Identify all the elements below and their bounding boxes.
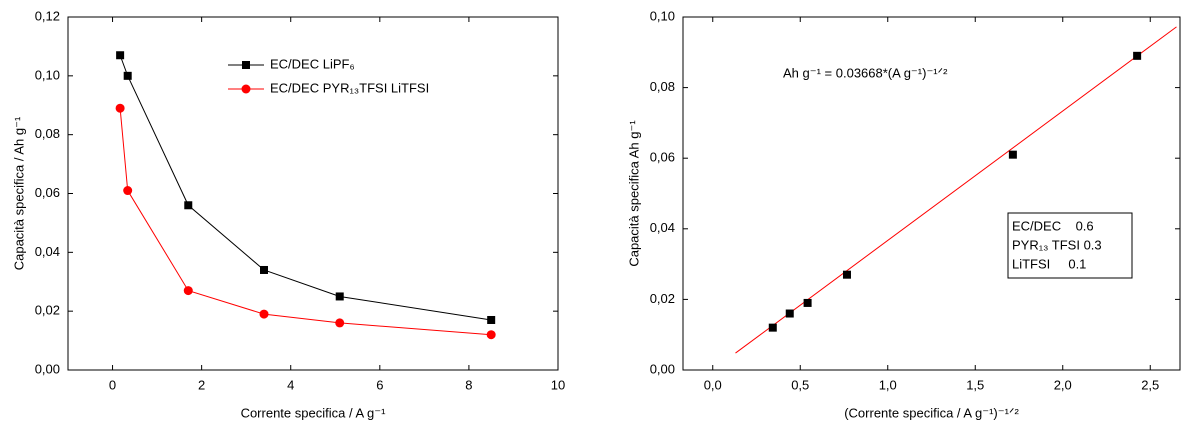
x-tick-label: 1,0 — [879, 377, 897, 392]
y-tick-label: 0,08 — [35, 126, 60, 141]
x-tick-label: 0,5 — [791, 377, 809, 392]
x-tick-label: 8 — [465, 377, 472, 392]
point — [768, 323, 777, 332]
point — [184, 201, 193, 210]
y-axis-label: Capacità specifica Ah g⁻¹ — [626, 120, 641, 267]
x-tick-label: 0 — [109, 377, 116, 392]
y-axis-label: Capacità specifica / Ah g⁻¹ — [11, 116, 26, 270]
point — [123, 71, 132, 80]
y-tick-label: 0,04 — [35, 244, 60, 259]
info-box-line: EC/DEC 0.6 — [1012, 218, 1094, 233]
x-tick-label: 2,5 — [1141, 377, 1159, 392]
point — [1008, 150, 1017, 159]
point — [486, 330, 496, 340]
point — [335, 292, 344, 301]
y-tick-label: 0,10 — [650, 8, 675, 23]
point — [260, 265, 268, 274]
point — [259, 309, 269, 319]
point — [116, 51, 125, 60]
x-tick-label: 10 — [551, 377, 565, 392]
x-tick-label: 2,0 — [1054, 377, 1072, 392]
point — [335, 318, 345, 328]
x-tick-label: 2 — [198, 377, 205, 392]
point — [115, 103, 125, 113]
x-tick-label: 0,0 — [704, 377, 722, 392]
y-tick-label: 0,12 — [35, 8, 60, 23]
y-tick-label: 0,08 — [650, 79, 675, 94]
x-tick-label: 1,5 — [966, 377, 984, 392]
point — [803, 298, 812, 307]
legend-label: EC/DEC PYR₁₃TFSI LiTFSI — [270, 80, 429, 95]
point — [487, 315, 496, 324]
point — [242, 61, 250, 69]
y-tick-label: 0,02 — [650, 291, 675, 306]
point — [123, 186, 133, 196]
series-line — [119, 108, 492, 336]
info-box — [1007, 212, 1133, 279]
y-tick-label: 0,10 — [35, 67, 60, 82]
point — [785, 309, 794, 318]
y-tick-label: 0,04 — [650, 220, 675, 235]
info-box-line: LiTFSI 0.1 — [1012, 256, 1086, 271]
x-axis-label: Corrente specifica / A g⁻¹ — [241, 405, 387, 420]
y-tick-label: 0,06 — [35, 185, 60, 200]
x-axis-label: (Corrente specifica / A g⁻¹)⁻¹ᐟ² — [844, 405, 1019, 420]
y-tick-label: 0,00 — [35, 361, 60, 376]
point — [241, 84, 251, 94]
y-tick-label: 0,00 — [650, 361, 675, 376]
chart: 0 2 4 6 8 10 0,00 0,02 0,04 0,06 0,08 0,10 0,12 Corre… — [11, 8, 565, 420]
y-tick-label: 0,06 — [650, 150, 675, 165]
info-box-line: PYR₁₃ TFSI 0.3 — [1012, 237, 1102, 252]
point — [842, 270, 851, 279]
x-tick-label: 6 — [376, 377, 383, 392]
legend-label: EC/DEC LiPF₆ — [270, 56, 355, 71]
fit-line — [735, 26, 1177, 354]
y-tick-label: 0,02 — [35, 303, 60, 318]
x-tick-label: 4 — [287, 377, 294, 392]
annotation: Ah g⁻¹ = 0.03668*(A g⁻¹)⁻¹ᐟ² — [783, 65, 948, 80]
point — [183, 286, 193, 296]
point — [1133, 51, 1142, 60]
plot-frame — [682, 16, 1181, 371]
chart: 0,0 0,5 1,0 1,5 2,0 2,5 0,00 0,02 0,04 0,06 0,08 0,… — [626, 8, 1181, 420]
